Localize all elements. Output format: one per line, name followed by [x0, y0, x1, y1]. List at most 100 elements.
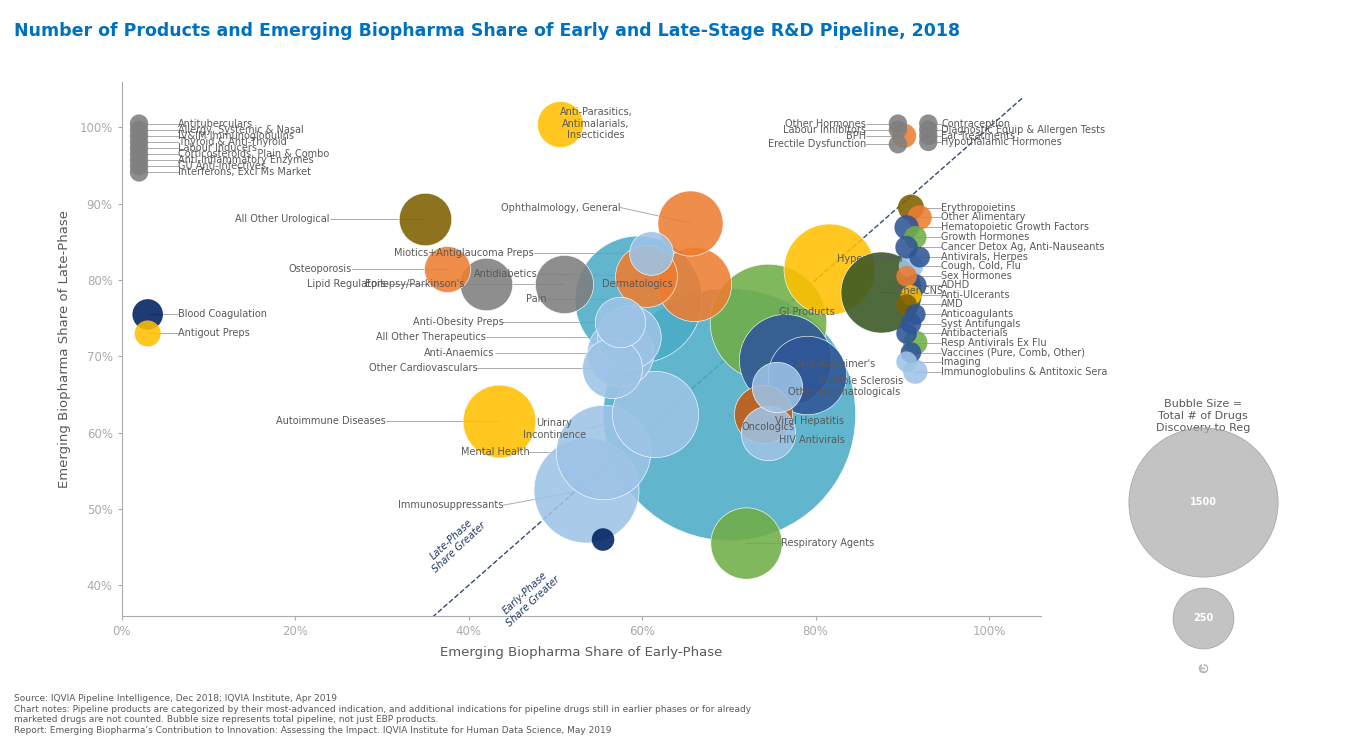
Point	[900, 202, 922, 214]
Text: Anti-Alzheimer's: Anti-Alzheimer's	[796, 359, 876, 369]
Point	[896, 327, 918, 339]
Text: Ear Treatments: Ear Treatments	[941, 131, 1015, 141]
Text: Bubble Size =
Total # of Drugs
Discovery to Reg: Bubble Size = Total # of Drugs Discovery…	[1156, 399, 1251, 433]
Point	[918, 124, 940, 136]
Text: Anti-Parasitics,
Antimalarials,
Insecticides: Anti-Parasitics, Antimalarials, Insectic…	[560, 107, 633, 140]
Point	[549, 118, 571, 130]
Point	[904, 232, 926, 243]
Point	[918, 130, 940, 142]
Text: 250: 250	[1194, 613, 1213, 623]
Text: Osteoporosis: Osteoporosis	[288, 263, 352, 274]
Point	[904, 366, 926, 378]
Point	[128, 118, 150, 130]
Point	[128, 154, 150, 166]
Point	[1192, 496, 1214, 508]
Point	[896, 355, 918, 367]
Point	[735, 537, 757, 549]
Point	[610, 347, 631, 358]
Point	[904, 280, 926, 292]
Point	[645, 407, 667, 419]
Text: Oncologics: Oncologics	[742, 421, 795, 432]
Point	[128, 130, 150, 142]
Point	[128, 166, 150, 178]
Point	[1192, 662, 1214, 674]
Text: Source: IQVIA Pipeline Intelligence, Dec 2018; IQVIA Institute, Apr 2019
Chart n: Source: IQVIA Pipeline Intelligence, Dec…	[14, 695, 750, 735]
Text: 1500: 1500	[1190, 497, 1217, 508]
Point	[904, 309, 926, 321]
Text: Cough, Cold, Flu: Cough, Cold, Flu	[941, 261, 1021, 272]
Y-axis label: Emerging Biopharma Share of Late-Phase: Emerging Biopharma Share of Late-Phase	[58, 210, 70, 487]
Point	[900, 289, 922, 301]
Text: IV&IM Immunoglobulins: IV&IM Immunoglobulins	[178, 131, 293, 141]
Text: Anti-Anaemics: Anti-Anaemics	[425, 347, 495, 358]
Text: Ophthalmology, General: Ophthalmology, General	[500, 203, 621, 212]
Text: Hypothalamic Hormones: Hypothalamic Hormones	[941, 137, 1063, 147]
Point	[796, 370, 818, 381]
Point	[896, 298, 918, 310]
Text: Erectile Dysfunction: Erectile Dysfunction	[768, 139, 865, 149]
Point	[128, 142, 150, 154]
Text: Dermatologics: Dermatologics	[602, 279, 672, 289]
Text: Other Alimentary: Other Alimentary	[941, 212, 1026, 223]
Point	[679, 217, 700, 229]
Point	[553, 278, 575, 290]
Text: Autoimmune Diseases: Autoimmune Diseases	[276, 416, 387, 426]
Text: HIV Antivirals: HIV Antivirals	[779, 436, 845, 445]
Point	[600, 362, 622, 374]
Point	[896, 221, 918, 233]
Text: Epilepsy/Parkinson's: Epilepsy/Parkinson's	[365, 279, 464, 289]
Text: Lipid Regulators: Lipid Regulators	[307, 279, 387, 289]
Text: Allergy, Systemic & Nasal: Allergy, Systemic & Nasal	[178, 125, 304, 135]
Text: Antidiabetics: Antidiabetics	[475, 269, 538, 279]
Text: Resp Antivirals Ex Flu: Resp Antivirals Ex Flu	[941, 338, 1046, 348]
Text: Antibacterials: Antibacterials	[941, 329, 1009, 338]
Text: Number of Products and Emerging Biopharma Share of Early and Late-Stage R&D Pipe: Number of Products and Emerging Biopharm…	[14, 22, 960, 40]
Text: Hypertension: Hypertension	[837, 254, 903, 263]
Point	[753, 407, 775, 419]
Text: Viral Hepatitis: Viral Hepatitis	[775, 416, 844, 426]
Text: GU Anti-infectives: GU Anti-infectives	[178, 161, 266, 171]
Point	[909, 211, 930, 223]
Point	[639, 247, 661, 259]
Text: Other Cardiovasculars: Other Cardiovasculars	[369, 363, 477, 372]
Point	[900, 260, 922, 272]
Point	[128, 160, 150, 172]
Text: Corticosteroids, Plain & Combo: Corticosteroids, Plain & Combo	[178, 149, 330, 159]
Text: Blood Coagulation: Blood Coagulation	[178, 309, 268, 319]
Text: Antivirals, Herpes: Antivirals, Herpes	[941, 252, 1028, 262]
Text: 5: 5	[1201, 663, 1206, 672]
Point	[592, 533, 614, 545]
Point	[718, 407, 740, 419]
Point	[887, 138, 909, 150]
Text: Syst Antifungals: Syst Antifungals	[941, 318, 1021, 329]
Point	[818, 263, 840, 275]
Text: Respiratory Agents: Respiratory Agents	[781, 539, 875, 548]
Point	[627, 293, 649, 305]
Point	[757, 316, 779, 328]
Text: Contraception: Contraception	[941, 119, 1010, 128]
Point	[137, 327, 158, 339]
Point	[896, 241, 918, 253]
Text: Anti-Obesity Preps: Anti-Obesity Preps	[412, 317, 503, 327]
Text: Labour Inducers: Labour Inducers	[178, 143, 257, 153]
Text: Cancer Detox Ag, Anti-Nauseants: Cancer Detox Ag, Anti-Nauseants	[941, 242, 1105, 252]
X-axis label: Emerging Biopharma Share of Early-Phase: Emerging Biopharma Share of Early-Phase	[441, 646, 722, 659]
Point	[894, 130, 915, 142]
Point	[575, 484, 596, 496]
Text: Anticoagulants: Anticoagulants	[941, 309, 1014, 319]
Text: Urinary
Incontinence: Urinary Incontinence	[523, 418, 585, 440]
Text: Immunoglobulins & Antitoxic Sera: Immunoglobulins & Antitoxic Sera	[941, 367, 1107, 377]
Text: Thyroid & Anti-Thyroid: Thyroid & Anti-Thyroid	[178, 137, 287, 147]
Text: All Other Urological: All Other Urological	[235, 214, 330, 224]
Point	[475, 278, 496, 290]
Point	[869, 286, 891, 298]
Point	[775, 354, 796, 366]
Point	[610, 316, 631, 328]
Point	[757, 427, 779, 439]
Text: BPH: BPH	[846, 131, 865, 141]
Point	[904, 337, 926, 349]
Point	[128, 136, 150, 148]
Text: Anti-Inflammatory Enzymes: Anti-Inflammatory Enzymes	[178, 155, 314, 165]
Text: Interferons, Excl Ms Market: Interferons, Excl Ms Market	[178, 168, 311, 177]
Text: Late-Phase
Share Greater: Late-Phase Share Greater	[423, 512, 488, 575]
